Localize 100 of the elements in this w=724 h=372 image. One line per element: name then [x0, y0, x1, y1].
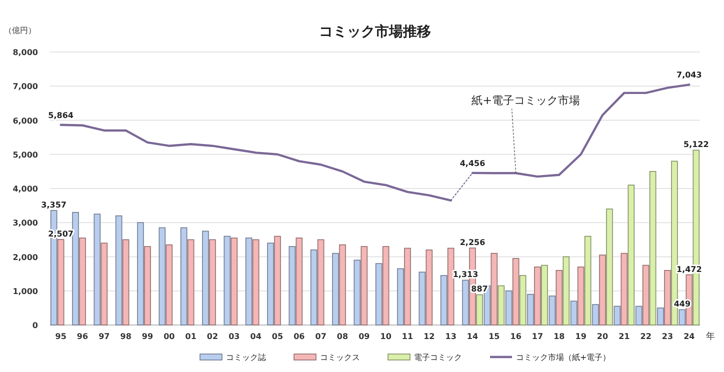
legend-label: コミックス: [320, 353, 360, 362]
bar: [100, 242, 108, 326]
x-tick-label: 16: [510, 332, 522, 341]
bar: [642, 264, 650, 326]
data-label: 4,456: [460, 158, 486, 168]
bar: [382, 246, 390, 326]
x-tick-label: 17: [532, 332, 544, 341]
bar: [505, 290, 512, 326]
bar: [267, 242, 274, 326]
bar: [360, 246, 368, 326]
x-tick-label: 11: [402, 332, 414, 341]
bar: [94, 214, 101, 326]
x-tick-label: 19: [575, 332, 587, 341]
bar: [144, 246, 151, 326]
x-tick-label: 01: [185, 332, 197, 341]
bar: [166, 244, 173, 326]
bar: [339, 244, 346, 326]
data-label: 5,864: [48, 110, 74, 120]
bar: [462, 280, 469, 326]
annotation: 紙+電子コミック市場: [472, 94, 580, 107]
legend-label: 電子コミック: [414, 353, 462, 362]
bar: [202, 230, 209, 326]
bar: [79, 238, 86, 326]
x-tick-label: 99: [142, 332, 154, 341]
bar: [209, 239, 216, 326]
bar: [158, 227, 166, 326]
bar: [296, 238, 303, 326]
x-tick-label: 23: [662, 332, 674, 341]
y-tick-label: 6,000: [12, 116, 38, 126]
bar: [224, 236, 231, 326]
bar: [187, 239, 194, 326]
bar: [527, 294, 534, 326]
x-tick-label: 10: [380, 332, 392, 341]
bar: [426, 250, 433, 326]
x-tick-label: 20: [596, 332, 608, 341]
bar: [606, 208, 613, 326]
bar: [447, 248, 454, 326]
bar: [274, 236, 281, 326]
chart-title: コミック市場推移: [319, 23, 431, 40]
x-tick-label: 02: [206, 332, 218, 341]
x-tick-label: 95: [55, 332, 67, 341]
y-axis-title: （億円）: [4, 26, 36, 35]
bar: [180, 227, 188, 326]
y-tick-label: 5,000: [12, 150, 38, 160]
bar: [664, 270, 671, 326]
bar: [577, 266, 584, 326]
x-tick-label: 08: [336, 332, 348, 341]
data-label: 7,043: [676, 70, 702, 80]
bar: [519, 275, 526, 326]
bar: [657, 308, 664, 326]
x-tick-label: 04: [250, 332, 262, 341]
y-tick-label: 4,000: [12, 184, 38, 194]
y-tick-label: 2,000: [12, 252, 38, 262]
bar: [397, 268, 404, 326]
bar: [556, 270, 563, 326]
legend-label: コミック市場（紙+電子）: [516, 353, 611, 362]
x-tick-label: 05: [272, 332, 284, 341]
x-tick-label: 09: [358, 332, 370, 341]
bar: [57, 239, 64, 326]
bar: [541, 264, 548, 326]
bar: [288, 246, 296, 326]
x-tick-label: 12: [424, 332, 435, 341]
bar: [310, 250, 318, 326]
bar: [678, 309, 686, 326]
bar: [245, 238, 252, 326]
bar: [620, 252, 628, 326]
x-tick-label: 00: [164, 332, 176, 341]
x-tick-label: 22: [640, 332, 652, 341]
x-tick-label: 18: [554, 332, 566, 341]
y-tick-label: 3,000: [12, 218, 38, 228]
data-label: 2,256: [460, 238, 486, 248]
bar: [115, 215, 122, 326]
x-tick-label: 97: [98, 332, 110, 341]
bar: [418, 272, 426, 326]
bar: [548, 296, 556, 326]
x-tick-label: 96: [76, 332, 88, 341]
bar: [317, 239, 324, 326]
bar: [476, 294, 483, 326]
bar: [230, 238, 238, 326]
x-tick-label: 03: [228, 332, 240, 341]
y-tick-label: 0: [32, 321, 38, 330]
data-label: 5,122: [684, 140, 709, 150]
bar: [404, 248, 411, 326]
legend-label: コミック誌: [226, 353, 266, 362]
x-tick-label: 06: [294, 332, 306, 341]
y-tick-label: 8,000: [12, 48, 38, 57]
data-label: 3,357: [41, 200, 66, 210]
x-tick-label: 15: [488, 332, 500, 341]
bar: [137, 222, 144, 326]
bar: [375, 263, 382, 326]
bar: [599, 254, 606, 326]
x-tick-label: 21: [618, 332, 630, 341]
bar: [584, 236, 592, 326]
bar: [534, 266, 541, 326]
y-tick-label: 7,000: [12, 82, 38, 92]
x-tick-label: 07: [315, 332, 326, 341]
bar: [498, 285, 505, 326]
bar: [570, 300, 578, 326]
bar: [490, 252, 498, 326]
x-axis-title: 年: [706, 331, 715, 342]
